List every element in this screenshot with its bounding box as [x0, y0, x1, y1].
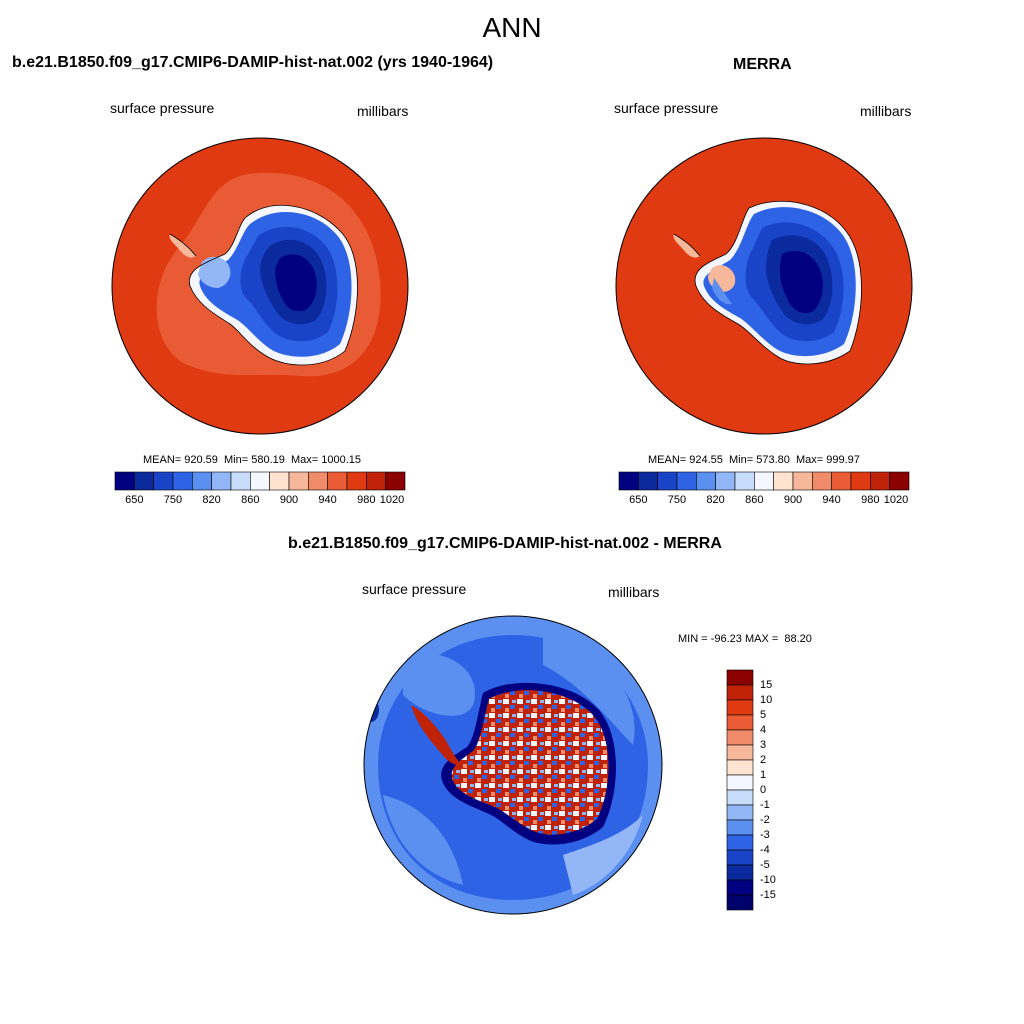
- panel3-variable-label: surface pressure: [362, 581, 467, 597]
- panel2-tick-label: 750: [667, 494, 687, 506]
- panel3-tick-label: -5: [760, 859, 770, 871]
- panel3-tick-label: 4: [760, 724, 767, 736]
- colorbar-swatch: [288, 471, 309, 491]
- colorbar-swatch: [726, 759, 754, 776]
- panel1-tick-label: 940: [318, 494, 337, 506]
- colorbar-swatch: [850, 471, 871, 491]
- colorbar-swatch: [657, 471, 678, 491]
- panel2-tick-label: 940: [822, 494, 841, 506]
- colorbar-swatch: [726, 879, 754, 896]
- colorbar-swatch: [726, 714, 754, 731]
- panel3-tick-label: -15: [760, 889, 776, 901]
- panel3-tick-label: -10: [760, 874, 776, 886]
- colorbar-swatch: [726, 864, 754, 881]
- panel2-tick-label: 900: [783, 494, 803, 506]
- panel2-polar-map: [615, 137, 913, 435]
- colorbar-swatch: [327, 471, 348, 491]
- panel1-tick-label: 900: [279, 494, 299, 506]
- colorbar-swatch: [726, 729, 754, 746]
- panel3-tick-label: -3: [760, 829, 770, 841]
- panel2-tick-label: 820: [706, 494, 725, 506]
- colorbar-swatch: [726, 804, 754, 821]
- panel3-tick-label: 2: [760, 754, 767, 766]
- colorbar-swatch: [726, 699, 754, 716]
- panel3-colorbar-ticks: 15 10 5 4 3 2 1 0 -1 -2 -3 -4 -5 -10 -15: [760, 670, 800, 910]
- colorbar-swatch: [114, 471, 135, 491]
- colorbar-swatch: [870, 471, 890, 491]
- colorbar-swatch: [754, 471, 774, 491]
- panel3-tick-label: 5: [760, 709, 767, 721]
- colorbar-swatch: [715, 471, 736, 491]
- panel1-polar-map: [111, 137, 409, 435]
- colorbar-swatch: [230, 471, 251, 491]
- panel2-tick-label: 1020: [883, 494, 909, 506]
- colorbar-swatch: [211, 471, 232, 491]
- panel3-tick-label: -4: [760, 844, 770, 856]
- panel3-title: b.e21.B1850.f09_g17.CMIP6-DAMIP-hist-nat…: [288, 535, 722, 552]
- panel3-stats: MIN = -96.23 MAX = 88.20: [678, 633, 812, 645]
- colorbar-swatch: [676, 471, 697, 491]
- colorbar-swatch: [618, 471, 639, 491]
- panel2-colorbar-ticks: 650 750 820 860 900 940 980 1020: [619, 494, 909, 508]
- panel3-tick-label: 3: [760, 739, 767, 751]
- colorbar-swatch: [726, 789, 754, 806]
- panel3-tick-label: 1: [760, 769, 767, 781]
- colorbar-swatch: [734, 471, 755, 491]
- panel3-tick-label: -2: [760, 814, 770, 826]
- panel3-tick-label: 15: [760, 679, 773, 691]
- colorbar-swatch: [726, 894, 754, 911]
- panel1-title: b.e21.B1850.f09_g17.CMIP6-DAMIP-hist-nat…: [12, 54, 494, 71]
- panel1-tick-label: 750: [163, 494, 183, 506]
- panel1-stats: MEAN= 920.59 Min= 580.19 Max= 1000.15: [143, 454, 362, 466]
- colorbar-swatch: [792, 471, 813, 491]
- colorbar-swatch: [726, 834, 754, 851]
- panel2-units-label: millibars: [860, 103, 912, 119]
- colorbar-swatch: [346, 471, 367, 491]
- panel2-colorbar: [618, 471, 910, 491]
- colorbar-swatch: [250, 471, 270, 491]
- panel1-tick-label: 650: [125, 494, 144, 506]
- panel1-tick-label: 820: [202, 494, 221, 506]
- panel3-polar-map: [363, 615, 663, 915]
- figure-title: ANN: [482, 12, 542, 43]
- colorbar-swatch: [134, 471, 154, 491]
- colorbar-swatch: [192, 471, 212, 491]
- colorbar-swatch: [726, 669, 754, 686]
- panel3-colorbar: [726, 669, 754, 911]
- panel2-variable-label: surface pressure: [614, 100, 719, 116]
- panel3-units-label: millibars: [608, 584, 660, 600]
- colorbar-swatch: [726, 819, 754, 836]
- colorbar-swatch: [726, 744, 754, 761]
- colorbar-swatch: [812, 471, 832, 491]
- panel1-colorbar: [114, 471, 406, 491]
- colorbar-swatch: [366, 471, 386, 491]
- panel2-stats: MEAN= 924.55 Min= 573.80 Max= 999.97: [648, 454, 860, 466]
- colorbar-swatch: [726, 684, 754, 701]
- panel2-title: MERRA: [733, 56, 792, 73]
- panel2-tick-label: 980: [861, 494, 880, 506]
- colorbar-swatch: [638, 471, 658, 491]
- panel3-tick-label: 10: [760, 694, 773, 706]
- colorbar-swatch: [889, 471, 910, 491]
- panel1-variable-label: surface pressure: [110, 100, 215, 116]
- colorbar-swatch: [269, 471, 290, 491]
- panel1-tick-label: 860: [241, 494, 260, 506]
- colorbar-swatch: [726, 774, 754, 791]
- panel1-units-label: millibars: [357, 103, 409, 119]
- panel2-tick-label: 860: [745, 494, 764, 506]
- colorbar-swatch: [153, 471, 174, 491]
- panel1-colorbar-ticks: 650 750 820 860 900 940 980 1020: [115, 494, 405, 508]
- colorbar-swatch: [385, 471, 406, 491]
- panel3-tick-label: 0: [760, 784, 767, 796]
- colorbar-swatch: [308, 471, 328, 491]
- colorbar-swatch: [172, 471, 193, 491]
- panel1-tick-label: 1020: [379, 494, 405, 506]
- panel2-tick-label: 650: [629, 494, 648, 506]
- panel3-tick-label: -1: [760, 799, 770, 811]
- colorbar-swatch: [726, 849, 754, 866]
- colorbar-swatch: [773, 471, 794, 491]
- colorbar-swatch: [831, 471, 852, 491]
- colorbar-swatch: [696, 471, 716, 491]
- panel1-tick-label: 980: [357, 494, 376, 506]
